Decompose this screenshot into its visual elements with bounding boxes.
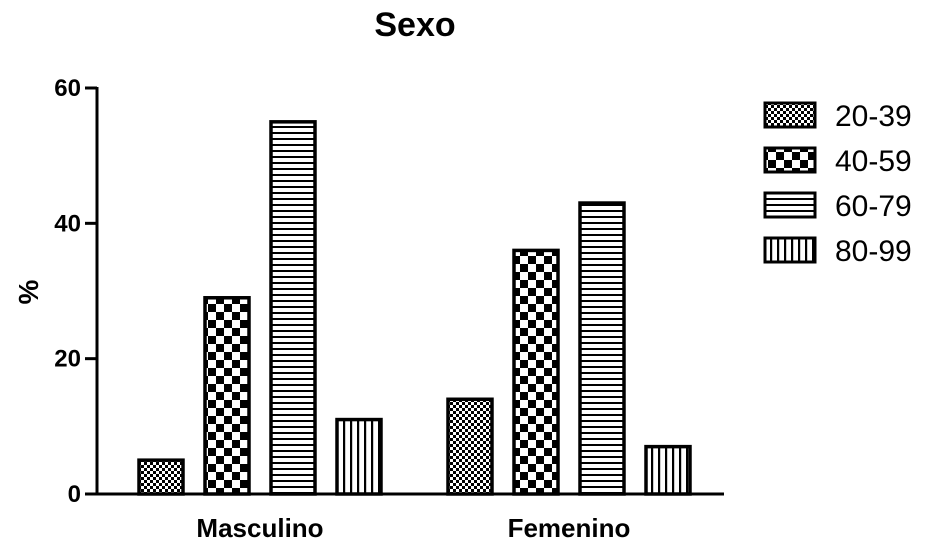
- legend-label: 80-99: [835, 235, 912, 268]
- bar-masculino-20-39: [137, 458, 185, 496]
- bars: [137, 120, 692, 496]
- category-label: Femenino: [508, 513, 631, 543]
- y-tick-label: 0: [68, 481, 81, 508]
- axes: [95, 87, 724, 496]
- y-tick-label: 20: [54, 346, 81, 373]
- y-ticks: 0 20 40 60: [54, 75, 97, 508]
- bar-femenino-20-39: [446, 397, 494, 496]
- x-categories: Masculino Femenino: [196, 513, 630, 543]
- legend: 20-39 40-59 60-79 80-99: [763, 100, 912, 268]
- legend-label: 60-79: [835, 190, 912, 223]
- legend-swatch: [763, 236, 817, 264]
- bar-masculino-80-99: [335, 417, 383, 496]
- category-label: Masculino: [196, 513, 323, 543]
- legend-label: 40-59: [835, 145, 912, 178]
- bar-femenino-80-99: [644, 444, 692, 496]
- y-axis-label: %: [13, 279, 44, 304]
- legend-swatch: [763, 101, 817, 129]
- legend-swatch: [763, 146, 817, 174]
- bar-femenino-60-79: [578, 201, 626, 496]
- bar-masculino-40-59: [203, 296, 251, 496]
- legend-label: 20-39: [835, 100, 912, 133]
- bar-masculino-60-79: [269, 120, 317, 496]
- y-tick-label: 40: [54, 210, 81, 237]
- legend-swatch: [763, 191, 817, 219]
- bar-femenino-40-59: [512, 248, 560, 496]
- y-tick-label: 60: [54, 75, 81, 102]
- chart-title: Sexo: [374, 6, 455, 44]
